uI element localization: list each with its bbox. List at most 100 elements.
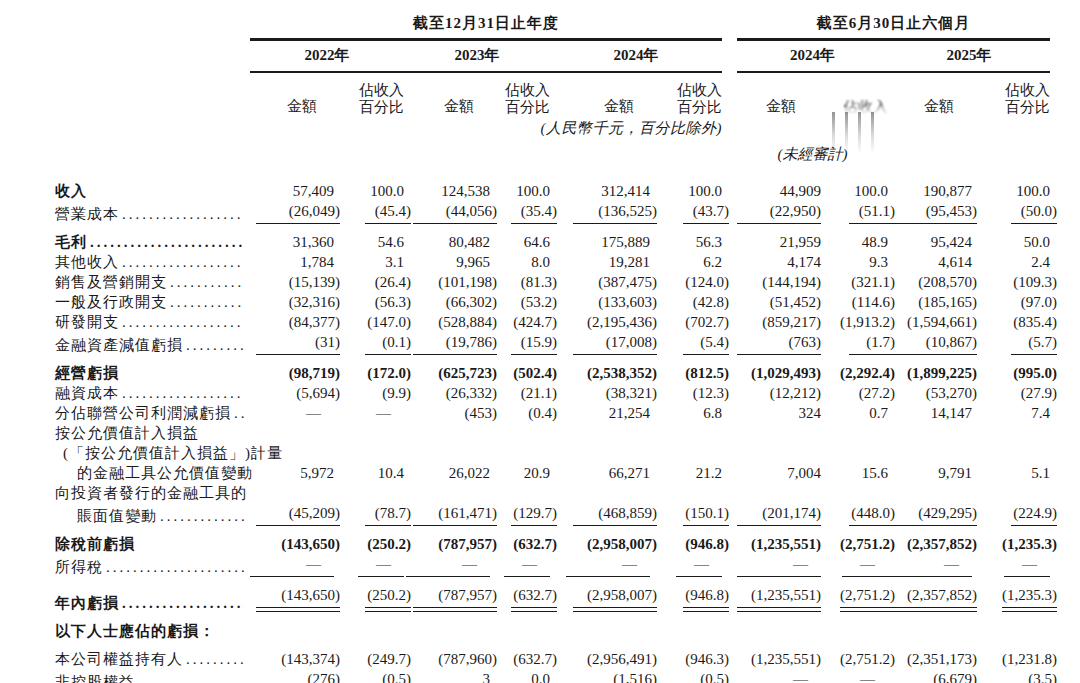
dot-leader xyxy=(234,403,244,423)
amount-cell: (84,377) xyxy=(250,312,333,332)
value-text: 21.2 xyxy=(696,465,722,481)
pct-cell: (250.2) xyxy=(333,585,404,613)
value: (42.8) xyxy=(683,292,729,312)
amount-cell: (143,374) xyxy=(250,649,333,669)
row-label: 年內虧損 xyxy=(55,593,250,613)
table-row: 本公司權益持有人(143,374)(249.7)(787,960)(632.7)… xyxy=(55,649,1052,669)
value: (109.3) xyxy=(1011,272,1057,292)
value: (201,174) xyxy=(737,503,821,526)
amount-cell: 124,538 xyxy=(404,181,490,201)
value-text: (1,913.2) xyxy=(840,314,895,330)
pct-cell: 0.7 xyxy=(812,403,888,423)
value: (2,958,007) xyxy=(573,585,657,608)
year-2024-interim: 2024年 xyxy=(737,46,888,73)
value-text: (78.7) xyxy=(375,505,411,521)
value: (5,694) xyxy=(256,383,340,403)
pct-cell: (129.7) xyxy=(490,503,550,526)
value-text: (1.7) xyxy=(866,334,895,350)
pct-cell: (632.7) xyxy=(490,649,550,669)
value: (250.2) xyxy=(365,585,411,608)
em-dash-value: — xyxy=(860,669,888,683)
value: (150.1) xyxy=(683,503,729,526)
pct-cell: 21.2 xyxy=(650,463,722,483)
value: (448.0) xyxy=(849,503,895,526)
value-text: (147.0) xyxy=(367,314,411,330)
value: (502.4) xyxy=(511,363,557,383)
value-text: (387,475) xyxy=(598,274,657,290)
amount-cell: 4,174 xyxy=(737,252,812,272)
currency-unit-note: (人民幣千元，百分比除外) xyxy=(404,119,722,138)
row-label-text: 向投資者發行的金融工具的 xyxy=(55,483,247,503)
amount-cell: (1,516) xyxy=(550,669,650,683)
value: (129.7) xyxy=(511,503,557,526)
dot-leader xyxy=(160,506,244,526)
row-label: 本公司權益持有人 xyxy=(55,649,250,669)
value-text: 7,004 xyxy=(787,465,821,481)
amount-cell: (31) xyxy=(250,332,333,355)
value-text: (528,884) xyxy=(438,314,497,330)
value: (143,374) xyxy=(256,649,340,669)
value: (0.5) xyxy=(365,669,411,683)
value: 50.0 xyxy=(1004,232,1050,252)
value: (424.7) xyxy=(511,312,557,332)
value-text: (787,957) xyxy=(438,587,497,603)
pct-cell: (835.4) xyxy=(970,312,1050,332)
value-text: (702.7) xyxy=(685,314,729,330)
amount-cell: (136,525) xyxy=(550,201,650,224)
row-label: 向投資者發行的金融工具的 xyxy=(55,483,250,503)
value: (12,212) xyxy=(737,383,821,403)
amount-cell: (2,958,007) xyxy=(550,534,650,554)
value: — xyxy=(358,554,404,577)
value-text: (2,357,852) xyxy=(907,587,977,603)
row-label: 非控股權益 xyxy=(55,672,250,683)
pct-cell: 10.4 xyxy=(333,463,404,483)
amount-cell: (208,570) xyxy=(888,272,970,292)
pct-cell: 48.9 xyxy=(812,232,888,252)
row-label-text: 以下人士應佔的虧損： xyxy=(55,621,215,641)
value-text: 9,791 xyxy=(938,465,972,481)
value-text: 312,414 xyxy=(601,183,650,199)
em-dash-value: — xyxy=(462,554,490,574)
amount-cell: (17,008) xyxy=(550,332,650,355)
table-body: 收入57,409100.0124,538100.0312,414100.044,… xyxy=(55,181,1052,683)
pct-cell: (946.8) xyxy=(650,585,722,613)
value: 44,909 xyxy=(737,181,821,201)
value-text: (5.7) xyxy=(1028,334,1057,350)
value-text: (632.7) xyxy=(513,651,557,667)
value: (2,357,852) xyxy=(893,534,977,554)
value: 56.3 xyxy=(676,232,722,252)
value: (250.2) xyxy=(365,534,411,554)
value-text: 100.0 xyxy=(854,183,888,199)
row-label: 研發開支 xyxy=(55,312,250,332)
amount-cell: 312,414 xyxy=(550,181,650,201)
value: 9,965 xyxy=(406,252,490,272)
value: (1,516) xyxy=(573,669,657,683)
column-subheader-row: 金額 佔收入 百分比 金額 佔收入 百分比 金額 佔收入 百分比 金額 佔收入 … xyxy=(55,82,1052,116)
value-text: 100.0 xyxy=(1016,183,1050,199)
value-text: (763) xyxy=(789,334,822,350)
value-text: 100.0 xyxy=(688,183,722,199)
em-dash-value: — xyxy=(522,554,550,574)
value-text: 5.1 xyxy=(1031,465,1050,481)
value-text: (22,950) xyxy=(770,203,821,219)
value-text: (26,049) xyxy=(289,203,340,219)
value: (321.1) xyxy=(849,272,895,292)
value-text: (84,377) xyxy=(289,314,340,330)
value-text: (51.1) xyxy=(859,203,895,219)
value-text: 9,965 xyxy=(456,254,490,270)
pct-cell: 100.0 xyxy=(650,181,722,201)
table-row: 融資成本(5,694)(9.9)(26,332)(21.1)(38,321)(1… xyxy=(55,383,1052,403)
em-dash-value: — xyxy=(376,403,404,423)
amount-cell: 9,791 xyxy=(888,463,970,483)
value-text: (53.2) xyxy=(521,294,557,310)
value: (453) xyxy=(413,403,497,423)
pct-cell: (5.4) xyxy=(650,332,722,355)
value-text: (3.5) xyxy=(1028,671,1057,683)
value: (1,235,551) xyxy=(737,585,821,608)
amount-cell: (429,295) xyxy=(888,503,970,526)
amount-cell: (468,859) xyxy=(550,503,650,526)
value-text: 6.2 xyxy=(703,254,722,270)
value-text: (26,332) xyxy=(446,385,497,401)
table-row: 非控股權益(276)(0.5)30.0(1,516)(0.5)——(6,679)… xyxy=(55,669,1052,683)
pct-cell: (702.7) xyxy=(650,312,722,332)
